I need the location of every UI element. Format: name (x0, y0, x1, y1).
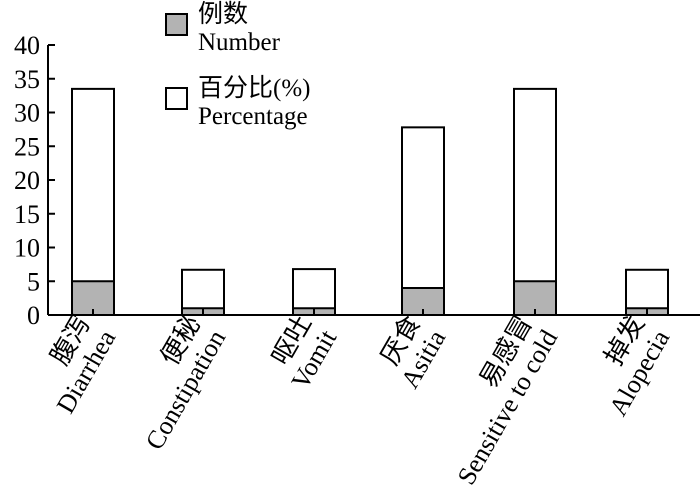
y-axis: 0 5 10 15 20 25 30 35 40 (14, 31, 55, 330)
bar-percentage (71, 87, 115, 316)
bar-percentage (401, 126, 445, 316)
bars (71, 87, 669, 317)
y-tick-label: 30 (14, 99, 40, 128)
legend-label-en: Number (198, 29, 281, 56)
y-tick-label: 0 (27, 301, 40, 330)
y-tick-label: 5 (27, 267, 40, 296)
legend-swatch (165, 13, 188, 36)
legend-label-zh: 百分比(%) (198, 74, 310, 102)
y-tick-label: 20 (14, 166, 40, 195)
legend-label-zh: 例数 (198, 0, 248, 28)
y-tick-label: 35 (14, 65, 40, 94)
y-tick-label: 25 (14, 132, 40, 161)
y-tick-label: 40 (14, 31, 40, 60)
y-tick-label: 15 (14, 200, 40, 229)
bar-percentage (513, 87, 557, 316)
legend-label-en: Percentage (198, 103, 308, 130)
legend-swatch (165, 87, 188, 110)
y-tick-label: 10 (14, 234, 40, 263)
